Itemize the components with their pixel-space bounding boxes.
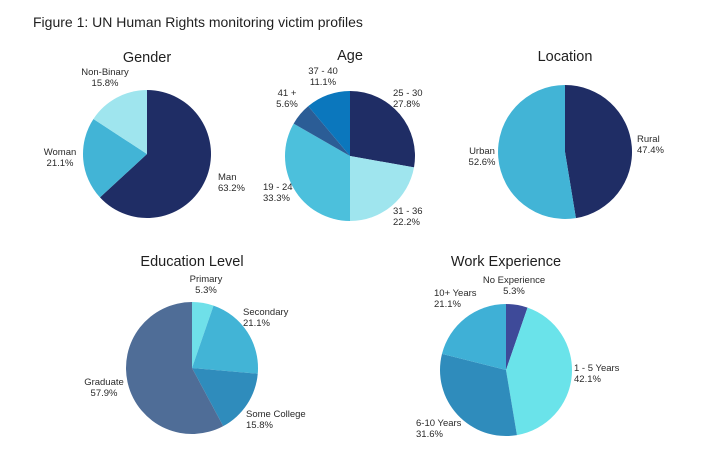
education-level-label-primary: Primary 5.3% bbox=[190, 274, 223, 296]
location-slice-urban bbox=[498, 85, 576, 219]
age-label-31-36: 31 - 36 22.2% bbox=[393, 206, 423, 228]
work-experience-label-1-5-years: 1 - 5 Years 42.1% bbox=[574, 363, 620, 385]
figure-title: Figure 1: UN Human Rights monitoring vic… bbox=[33, 14, 363, 30]
education-level-label-graduate: Graduate 57.9% bbox=[84, 377, 124, 399]
work-experience-pie-chart: Work Experience No Experience 5.3% 1 - 5 Ye… bbox=[416, 254, 620, 440]
work-experience-slice-1-5-years bbox=[506, 307, 572, 436]
age-label-41: 41 +5.6% bbox=[276, 88, 298, 110]
age-label-25-30: 25 - 30 27.8% bbox=[393, 88, 423, 110]
education-level-label-some-college: Some College 15.8% bbox=[246, 409, 306, 431]
gender-label-woman: Woman 21.1% bbox=[44, 147, 77, 169]
gender-label-non-binary: Non-Binary 15.8% bbox=[81, 67, 129, 89]
age-slice-19-24 bbox=[285, 123, 350, 221]
education-level-label-secondary: Secondary 21.1% bbox=[243, 307, 289, 329]
age-label-37-40: 37 - 40 11.1% bbox=[308, 66, 338, 88]
education-level-slice-graduate bbox=[126, 302, 224, 434]
education-level-slice-primary bbox=[192, 302, 214, 368]
work-experience-slice-10-years bbox=[441, 304, 506, 370]
location-label-urban: Urban 52.6% bbox=[469, 146, 496, 168]
location-label-rural: Rural 47.4% bbox=[637, 134, 664, 156]
work-experience-label-no-experience: No Experience 5.3% bbox=[483, 275, 545, 297]
education-level-slice-secondary bbox=[192, 305, 258, 374]
work-experience-slice-6-10-years bbox=[439, 353, 517, 437]
gender-label-man: Man 63.2% bbox=[218, 172, 245, 194]
age-slice-25-30 bbox=[350, 91, 416, 168]
location-slice-rural bbox=[565, 84, 633, 219]
education-level-slice-some-college bbox=[192, 368, 258, 427]
age-pie-chart: Age 25 - 30 27.8% 31 - 36 22.2% 19 - 24 33.3% 4… bbox=[263, 48, 423, 228]
age-slice-41 bbox=[293, 106, 350, 156]
location-chart-title: Location bbox=[538, 49, 593, 65]
location-pie-chart: Location Rural 47.4% Urban 52.6% bbox=[469, 49, 664, 219]
education-level-chart-title: Education Level bbox=[140, 254, 243, 270]
education-level-pie-chart: Education Level Primary 5.3% Secondary 21.1%… bbox=[84, 254, 306, 434]
age-slice-31-36 bbox=[350, 156, 414, 221]
work-experience-label-10-years: 10+ Years 21.1% bbox=[434, 288, 477, 310]
gender-pie-chart: Gender Man 63.2% Woman 21.1% Non-Binary 15.8% bbox=[44, 50, 245, 218]
gender-chart-title: Gender bbox=[123, 50, 172, 66]
work-experience-label-6-10-years: 6-10 Years 31.6% bbox=[416, 418, 462, 440]
gender-slice-man bbox=[99, 90, 211, 218]
work-experience-chart-title: Work Experience bbox=[451, 254, 561, 270]
age-slice-37-40 bbox=[308, 91, 350, 156]
gender-slice-woman bbox=[82, 118, 147, 198]
gender-slice-non-binary bbox=[93, 90, 147, 154]
age-chart-title: Age bbox=[337, 48, 363, 64]
age-label-19-24: 19 - 24 33.3% bbox=[263, 182, 293, 204]
work-experience-slice-no-experience bbox=[506, 304, 528, 370]
